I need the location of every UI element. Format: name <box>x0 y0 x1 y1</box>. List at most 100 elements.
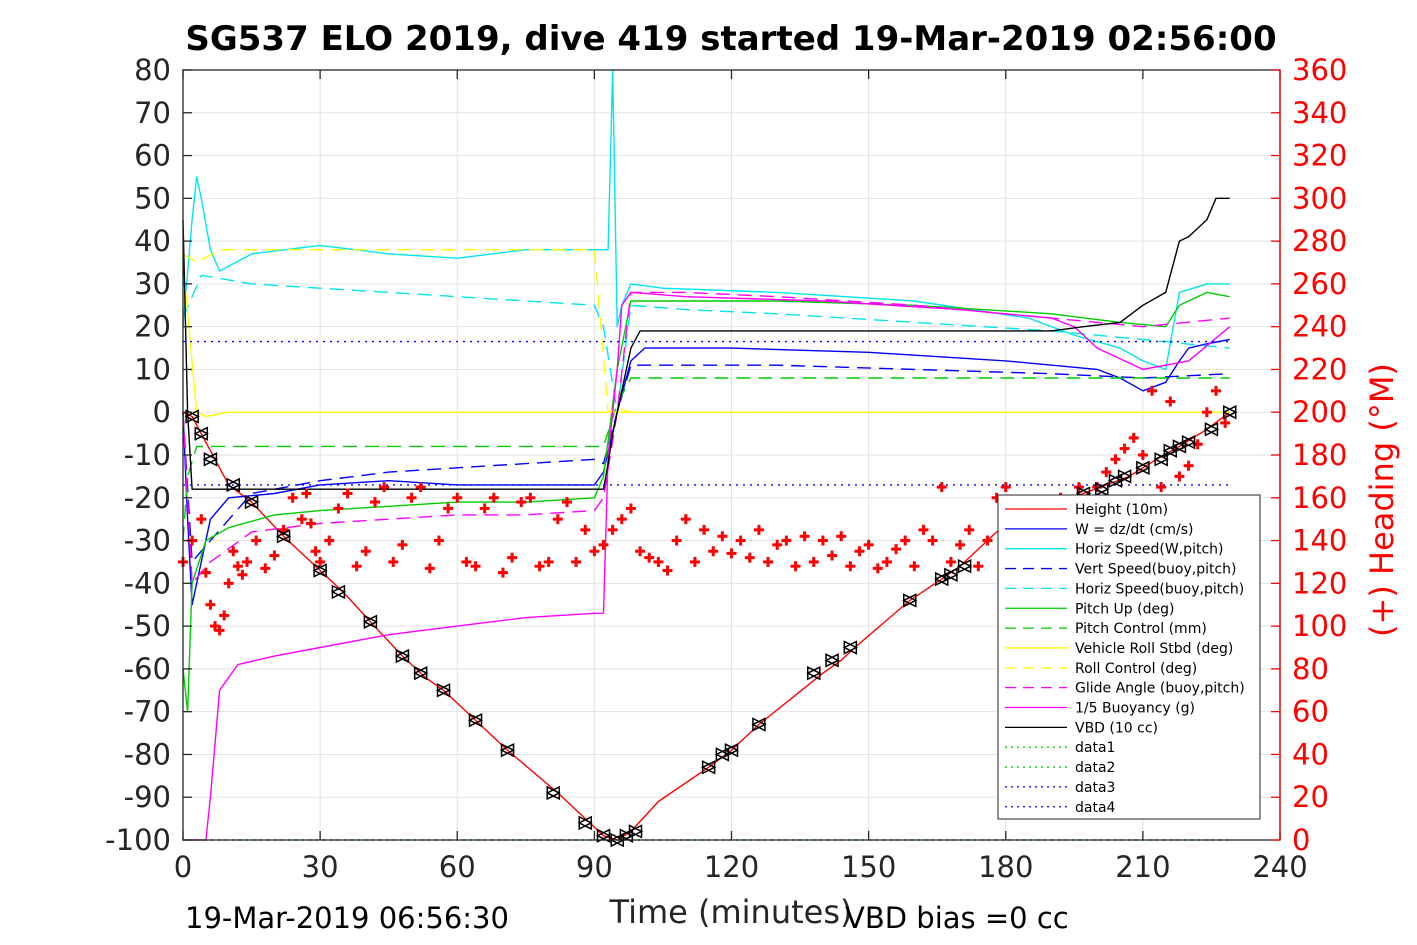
heading-marker <box>598 539 609 550</box>
legend-label: Horiz Speed(buoy,pitch) <box>1075 581 1244 597</box>
heading-marker <box>232 561 243 572</box>
heading-marker <box>945 556 956 567</box>
legend-label: Height (10m) <box>1075 502 1168 518</box>
depth-marker-left-triangle <box>275 529 291 544</box>
y2-tick-label: 360 <box>1292 53 1347 87</box>
heading-marker <box>1119 443 1130 454</box>
heading-marker <box>269 550 280 561</box>
legend-label: W = dz/dt (cm/s) <box>1075 522 1194 538</box>
depth-marker <box>1094 482 1110 497</box>
heading-marker <box>644 552 655 563</box>
legend-entry: Vert Speed(buoy,pitch) <box>1005 562 1237 578</box>
heading-marker <box>214 625 225 636</box>
legend-entry: Glide Angle (buoy,pitch) <box>1005 681 1245 697</box>
depth-marker <box>435 683 452 698</box>
legend-label: Pitch Control (mm) <box>1075 621 1207 637</box>
legend-label: Horiz Speed(W,pitch) <box>1075 542 1223 558</box>
heading-marker <box>662 565 673 576</box>
legend-label: Glide Angle (buoy,pitch) <box>1075 681 1245 697</box>
series-line-vert-speed-buoy-pitch <box>182 364 1230 563</box>
depth-marker-left-triangle <box>330 584 346 600</box>
depth-marker <box>1116 469 1133 484</box>
depth-marker-left-triangle <box>394 648 410 664</box>
heading-marker <box>479 503 490 514</box>
depth-marker <box>943 567 959 582</box>
depth-marker-left-triangle <box>312 563 327 578</box>
heading-marker <box>735 535 746 546</box>
heading-marker <box>571 556 582 567</box>
heading-marker <box>1156 482 1167 493</box>
depth-marker-left-triangle <box>184 409 199 424</box>
heading-marker <box>228 546 239 557</box>
depth-marker <box>330 584 347 600</box>
heading-marker <box>964 524 975 535</box>
heading-marker <box>973 561 984 572</box>
depth-marker <box>1203 422 1220 437</box>
y2-tick-label: 160 <box>1292 481 1347 515</box>
series-line-horiz-speed-w-pitch <box>182 69 1230 371</box>
depth-marker-left-triangle <box>943 567 958 582</box>
series-line-glide-angle-buoy-pitch <box>182 291 1230 584</box>
legend-label: data3 <box>1075 780 1115 796</box>
depth-marker <box>627 824 644 839</box>
y-tick-label: 70 <box>134 96 171 130</box>
vbd-bias-footer: VBD bias =0 cc <box>845 901 1069 935</box>
y-tick-label: -60 <box>124 652 171 686</box>
legend: Height (10m) W = dz/dt (cm/s) Horiz Speed(… <box>997 494 1261 820</box>
heading-marker <box>1165 396 1176 407</box>
series-line-1-5-buoyancy-g <box>183 291 1231 841</box>
x-tick-label: 0 <box>174 850 192 884</box>
y-tick-label: 20 <box>134 310 171 344</box>
depth-marker-left-triangle <box>1153 452 1168 467</box>
series-line-horiz-speed-buoy-pitch <box>182 274 1230 413</box>
depth-marker-left-triangle <box>806 665 821 681</box>
x-tick-label: 60 <box>439 850 476 884</box>
depth-marker-left-triangle <box>193 426 209 441</box>
legend-label: Vert Speed(buoy,pitch) <box>1075 562 1237 578</box>
heading-marker <box>305 518 316 529</box>
y2-tick-label: 40 <box>1292 737 1329 771</box>
depth-marker <box>723 742 740 758</box>
depth-marker <box>193 426 209 441</box>
depth-marker <box>184 409 200 424</box>
heading-marker <box>333 503 344 514</box>
heading-marker <box>744 552 755 563</box>
depth-marker-left-triangle <box>413 665 428 681</box>
y-tick-label: -100 <box>105 823 171 857</box>
heading-marker <box>315 556 326 567</box>
depth-marker-left-triangle <box>225 477 241 493</box>
heading-marker <box>360 546 371 557</box>
y2-tick-label: 300 <box>1292 181 1347 215</box>
heading-marker <box>1137 450 1148 460</box>
depth-marker <box>413 665 429 681</box>
heading-marker <box>863 539 874 550</box>
legend-label: Pitch Up (deg) <box>1075 601 1174 617</box>
x-axis-label: Time (minutes) <box>609 893 853 931</box>
y2-axis-label: (+) Heading (°M) <box>1363 363 1401 637</box>
heading-marker <box>369 497 380 508</box>
legend-label: Roll Control (deg) <box>1075 661 1197 677</box>
heading-marker <box>589 546 600 557</box>
depth-marker <box>312 563 328 578</box>
heading-marker <box>488 492 499 503</box>
y2-tick-label: 260 <box>1292 267 1347 301</box>
y-tick-label: 80 <box>134 53 171 87</box>
x-tick-label: 240 <box>1252 850 1307 884</box>
heading-marker <box>635 546 646 557</box>
timestamp-footer: 19-Mar-2019 06:56:30 <box>185 901 509 935</box>
heading-marker <box>415 482 426 493</box>
depth-marker <box>243 494 260 510</box>
depth-marker <box>824 653 840 668</box>
depth-marker <box>751 717 767 732</box>
legend-label: data1 <box>1075 740 1115 756</box>
y2-tick-label: 280 <box>1292 224 1347 258</box>
heading-marker <box>461 556 472 567</box>
y2-tick-label: 100 <box>1292 609 1347 643</box>
y-tick-label: -50 <box>124 609 171 643</box>
heading-marker <box>900 535 911 546</box>
heading-marker <box>525 492 536 503</box>
heading-marker <box>507 552 518 563</box>
heading-marker <box>351 561 362 572</box>
x-tick-label: 210 <box>1115 850 1170 884</box>
legend-entry: Pitch Up (deg) <box>1005 601 1174 617</box>
